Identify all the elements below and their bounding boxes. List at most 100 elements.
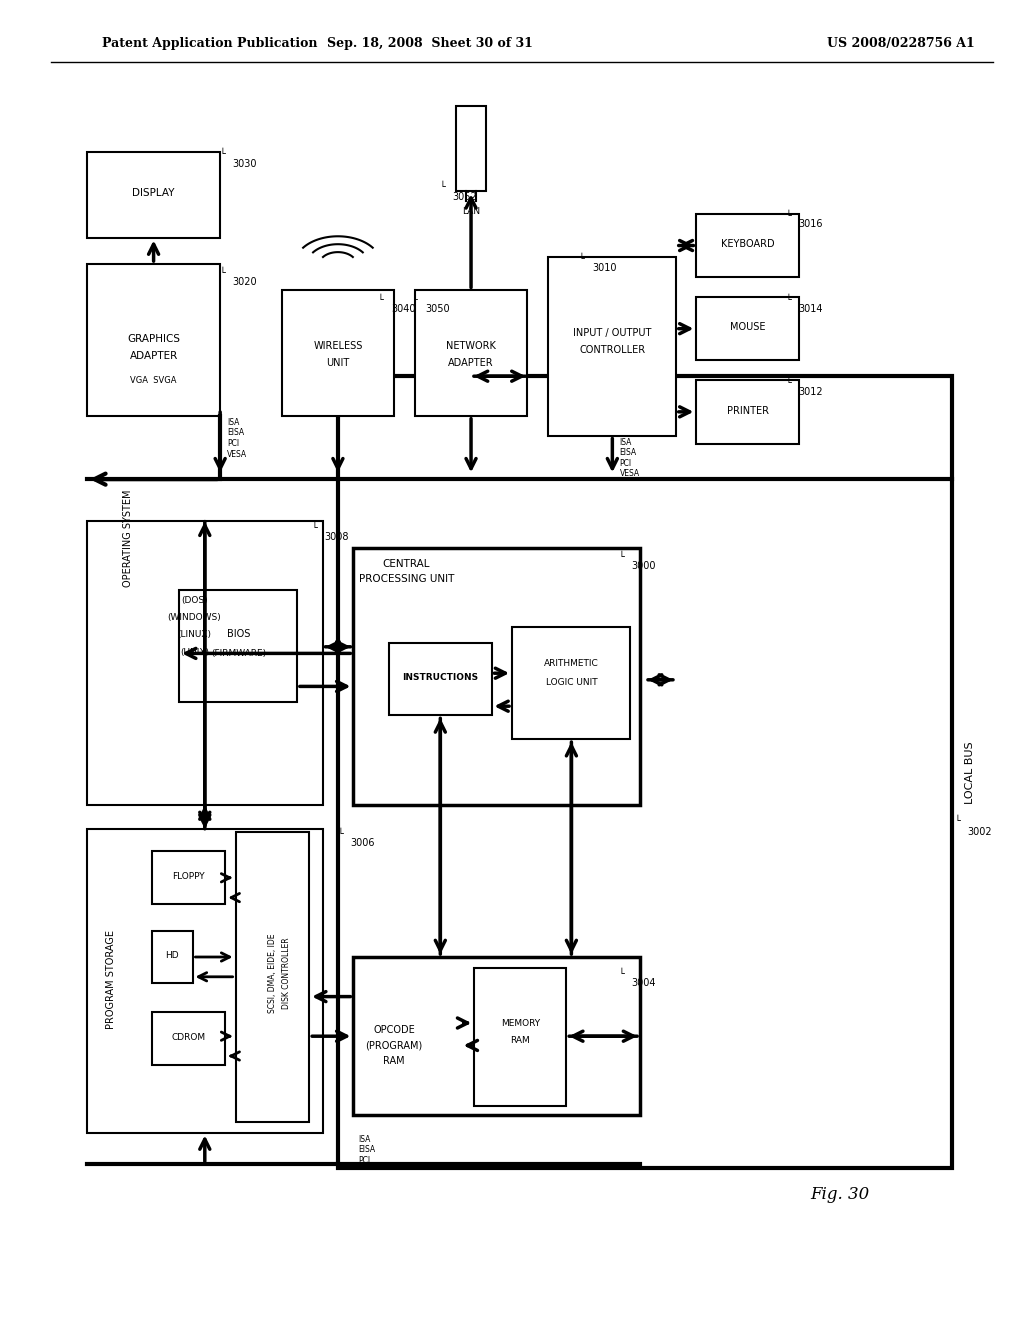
Text: VESA: VESA bbox=[620, 470, 640, 478]
FancyBboxPatch shape bbox=[353, 957, 640, 1115]
Text: VESA: VESA bbox=[227, 450, 248, 458]
Text: FLOPPY: FLOPPY bbox=[172, 873, 205, 880]
Text: 3050: 3050 bbox=[425, 304, 450, 314]
Text: GRAPHICS: GRAPHICS bbox=[127, 334, 180, 345]
Text: LOCAL BUS: LOCAL BUS bbox=[965, 741, 975, 804]
Text: DISK CONTROLLER: DISK CONTROLLER bbox=[283, 937, 291, 1008]
FancyBboxPatch shape bbox=[456, 106, 486, 191]
Text: 3008: 3008 bbox=[325, 532, 349, 543]
Text: 3010: 3010 bbox=[592, 263, 616, 273]
Text: └: └ bbox=[785, 378, 792, 388]
Text: 3040: 3040 bbox=[391, 304, 416, 314]
Text: VGA  SVGA: VGA SVGA bbox=[130, 376, 177, 384]
Text: PROCESSING UNIT: PROCESSING UNIT bbox=[358, 574, 455, 585]
FancyBboxPatch shape bbox=[87, 829, 323, 1133]
Text: PCI: PCI bbox=[358, 1156, 371, 1164]
FancyBboxPatch shape bbox=[548, 257, 676, 436]
Text: 3006: 3006 bbox=[350, 838, 375, 849]
Text: └: └ bbox=[785, 211, 792, 222]
Text: 3012: 3012 bbox=[799, 387, 823, 397]
FancyBboxPatch shape bbox=[87, 152, 220, 238]
FancyBboxPatch shape bbox=[353, 548, 640, 805]
Text: RAM: RAM bbox=[510, 1036, 530, 1044]
Text: EISA: EISA bbox=[620, 449, 637, 457]
Text: 3016: 3016 bbox=[799, 219, 823, 230]
Text: (LINUX): (LINUX) bbox=[177, 631, 212, 639]
FancyBboxPatch shape bbox=[338, 376, 952, 1168]
Text: CENTRAL: CENTRAL bbox=[383, 558, 430, 569]
Text: LOGIC UNIT: LOGIC UNIT bbox=[546, 678, 597, 686]
Text: (WINDOWS): (WINDOWS) bbox=[168, 614, 221, 622]
Text: DISPLAY: DISPLAY bbox=[132, 187, 175, 198]
Text: EISA: EISA bbox=[358, 1146, 376, 1154]
FancyBboxPatch shape bbox=[415, 290, 527, 416]
Text: WIRELESS: WIRELESS bbox=[313, 341, 362, 351]
Text: SCSI, DMA, EIDE, IDE: SCSI, DMA, EIDE, IDE bbox=[268, 933, 276, 1012]
Text: └: └ bbox=[337, 829, 343, 840]
Text: PCI: PCI bbox=[227, 440, 240, 447]
FancyBboxPatch shape bbox=[512, 627, 630, 739]
Text: (PROGRAM): (PROGRAM) bbox=[366, 1040, 423, 1051]
Text: MOUSE: MOUSE bbox=[730, 322, 765, 333]
Text: 3004: 3004 bbox=[632, 978, 656, 989]
Text: OPERATING SYSTEM: OPERATING SYSTEM bbox=[123, 490, 133, 587]
FancyBboxPatch shape bbox=[87, 264, 220, 416]
FancyBboxPatch shape bbox=[696, 214, 799, 277]
FancyBboxPatch shape bbox=[696, 297, 799, 360]
Text: INPUT / OUTPUT: INPUT / OUTPUT bbox=[573, 327, 651, 338]
FancyBboxPatch shape bbox=[236, 832, 309, 1122]
Text: ADAPTER: ADAPTER bbox=[449, 358, 494, 368]
Text: EISA: EISA bbox=[227, 429, 245, 437]
Text: └: └ bbox=[219, 268, 225, 279]
FancyBboxPatch shape bbox=[179, 590, 297, 702]
Text: PRINTER: PRINTER bbox=[726, 405, 769, 416]
FancyBboxPatch shape bbox=[152, 1012, 225, 1065]
Text: └: └ bbox=[311, 523, 317, 533]
Text: └: └ bbox=[219, 149, 225, 160]
Text: KEYBOARD: KEYBOARD bbox=[721, 239, 774, 249]
FancyBboxPatch shape bbox=[474, 968, 566, 1106]
Text: ISA: ISA bbox=[227, 418, 240, 426]
FancyBboxPatch shape bbox=[87, 521, 323, 805]
Text: ARITHMETIC: ARITHMETIC bbox=[544, 660, 599, 668]
Text: OPCODE: OPCODE bbox=[374, 1024, 415, 1035]
Text: └: └ bbox=[954, 816, 961, 826]
Text: RAM: RAM bbox=[383, 1056, 406, 1067]
Text: └: └ bbox=[378, 294, 384, 305]
Text: └: └ bbox=[618, 969, 625, 979]
Text: UNIT: UNIT bbox=[327, 358, 349, 368]
Text: CONTROLLER: CONTROLLER bbox=[580, 345, 645, 355]
Text: 3002: 3002 bbox=[968, 826, 992, 837]
Text: 3030: 3030 bbox=[232, 158, 257, 169]
Text: PROGRAM STORAGE: PROGRAM STORAGE bbox=[105, 929, 116, 1030]
Text: (UNIX): (UNIX) bbox=[180, 648, 209, 656]
Text: 3052: 3052 bbox=[453, 191, 477, 202]
Text: (DOS): (DOS) bbox=[181, 597, 208, 605]
Text: Patent Application Publication: Patent Application Publication bbox=[102, 37, 317, 50]
Text: US 2008/0228756 A1: US 2008/0228756 A1 bbox=[827, 37, 975, 50]
Text: 3000: 3000 bbox=[632, 561, 656, 572]
Text: Sep. 18, 2008  Sheet 30 of 31: Sep. 18, 2008 Sheet 30 of 31 bbox=[327, 37, 534, 50]
Text: PCI: PCI bbox=[620, 459, 632, 467]
Text: └: └ bbox=[412, 294, 418, 305]
Text: └: └ bbox=[439, 182, 445, 193]
FancyBboxPatch shape bbox=[152, 851, 225, 904]
Text: INSTRUCTIONS: INSTRUCTIONS bbox=[402, 673, 478, 681]
Text: LAN: LAN bbox=[462, 207, 480, 215]
Text: ISA: ISA bbox=[620, 438, 632, 446]
Text: NETWORK: NETWORK bbox=[446, 341, 496, 351]
Text: ADAPTER: ADAPTER bbox=[129, 351, 178, 362]
Text: └: └ bbox=[618, 552, 625, 562]
FancyBboxPatch shape bbox=[282, 290, 394, 416]
Text: MEMORY: MEMORY bbox=[501, 1019, 540, 1027]
Text: Fig. 30: Fig. 30 bbox=[810, 1187, 869, 1203]
Text: ISA: ISA bbox=[358, 1135, 371, 1143]
Text: 3020: 3020 bbox=[232, 277, 257, 288]
FancyBboxPatch shape bbox=[152, 931, 193, 983]
FancyBboxPatch shape bbox=[389, 643, 492, 715]
Text: └: └ bbox=[579, 253, 585, 264]
Text: BIOS: BIOS bbox=[227, 628, 250, 639]
Text: 3014: 3014 bbox=[799, 304, 823, 314]
Text: HD: HD bbox=[165, 952, 179, 960]
Text: (FIRMWARE): (FIRMWARE) bbox=[211, 649, 266, 657]
